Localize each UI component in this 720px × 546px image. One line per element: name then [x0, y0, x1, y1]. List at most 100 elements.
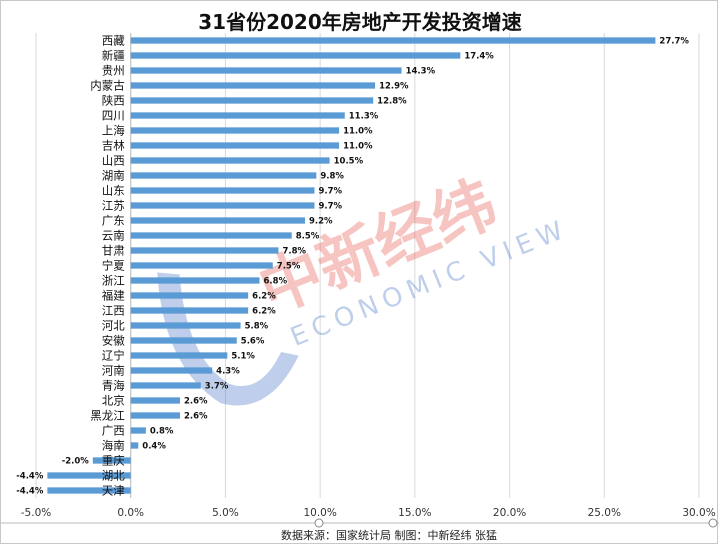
bar-value-label: 11.0% [343, 142, 373, 152]
bar-value-label: 2.6% [184, 412, 208, 422]
bar [130, 127, 340, 134]
category-label: 上海 [102, 124, 125, 138]
bar [130, 367, 213, 374]
bar [130, 97, 374, 104]
bar-value-label: 5.6% [241, 337, 265, 347]
bar [130, 52, 461, 59]
bar [130, 217, 305, 224]
resize-handle-right[interactable] [708, 518, 718, 528]
category-label: 安徽 [102, 334, 125, 348]
bar-value-label: 0.4% [142, 442, 166, 452]
category-label: 浙江 [102, 274, 125, 288]
category-label: 广东 [102, 214, 125, 228]
bar [130, 352, 228, 359]
category-label: 辽宁 [102, 349, 125, 363]
category-label: 北京 [102, 394, 125, 408]
bar-value-label: 7.5% [277, 262, 301, 272]
x-tick-label: 5.0% [212, 507, 239, 519]
category-label: 吉林 [102, 139, 125, 153]
bar-value-label: -2.0% [62, 457, 90, 467]
x-tick-label: 30.0% [682, 507, 715, 519]
category-label: 广西 [102, 424, 125, 438]
category-label: 河南 [102, 364, 125, 378]
category-label: 新疆 [102, 49, 125, 63]
bar [130, 67, 402, 74]
bar-value-label: 9.7% [318, 202, 342, 212]
bar-value-label: 10.5% [334, 157, 364, 167]
category-label: 青海 [102, 379, 125, 393]
bar [47, 472, 131, 479]
category-label: 湖南 [102, 169, 125, 183]
category-label: 河北 [102, 319, 125, 333]
category-label: 宁夏 [102, 259, 125, 273]
bar-value-label: 11.3% [349, 112, 379, 122]
bar-value-label: 0.8% [150, 427, 174, 437]
category-label: 山东 [102, 184, 125, 198]
bar-value-label: 9.2% [309, 217, 333, 227]
category-label: 天津 [102, 484, 125, 498]
bar-value-label: 2.6% [184, 397, 208, 407]
bar [47, 487, 131, 494]
bar [130, 112, 345, 119]
bar-value-label: 27.7% [659, 37, 689, 47]
category-label: 四川 [102, 109, 125, 123]
source-note: 数据来源：国家统计局 制图：中新经纬 张猛 [281, 528, 497, 542]
x-tick-label: 10.0% [303, 507, 336, 519]
bar-value-label: 6.8% [264, 277, 288, 287]
category-label: 山西 [102, 154, 125, 168]
bar-value-label: 5.8% [245, 322, 269, 332]
category-label: 江苏 [102, 199, 125, 213]
category-label: 海南 [102, 439, 125, 453]
x-tick-label: 20.0% [493, 507, 526, 519]
bar [130, 292, 249, 299]
watermark: 中新经纬 ECONOMIC VIEW [157, 166, 573, 406]
bar-value-label: 17.4% [464, 52, 494, 62]
bar-value-label: -4.4% [16, 472, 44, 482]
value-labels: 27.7% 17.4% 14.3% 12.9% 12.8% 11.3% 11.0% 11.0%… [16, 37, 689, 497]
category-label: 陕西 [102, 94, 125, 108]
category-label: 西藏 [102, 34, 125, 48]
bar [130, 397, 180, 404]
x-tick-label: 15.0% [398, 507, 431, 519]
chart-title: 31省份2020年房地产开发投资增速 [198, 10, 522, 34]
category-label: 贵州 [102, 64, 125, 78]
bar [130, 142, 340, 149]
bar [130, 382, 201, 389]
bar [130, 157, 330, 164]
x-tick-label: 25.0% [588, 507, 621, 519]
bar-value-label: 6.2% [252, 292, 276, 302]
bar-value-label: 11.0% [343, 127, 373, 137]
x-axis-ticks: -5.0% 0.0% 5.0% 10.0% 15.0% 20.0% 25.0% 30.0% [21, 507, 716, 519]
bar [130, 427, 146, 434]
bar [130, 82, 376, 89]
bar [92, 457, 131, 464]
bar-value-label: -4.4% [16, 487, 44, 497]
x-tick-label: -5.0% [21, 507, 51, 519]
bar-value-label: 8.5% [296, 232, 320, 242]
bar [130, 187, 315, 194]
bar [130, 172, 317, 179]
bar [130, 337, 237, 344]
bar [130, 277, 260, 284]
bar-value-label: 9.8% [320, 172, 344, 182]
bar-value-label: 4.3% [216, 367, 240, 377]
bar [130, 322, 241, 329]
bar [130, 232, 292, 239]
bar [130, 202, 315, 209]
bars [47, 37, 656, 494]
bar-value-label: 14.3% [406, 67, 436, 77]
category-label: 甘肃 [102, 244, 125, 258]
resize-handle-left[interactable] [314, 518, 324, 528]
bar [130, 412, 180, 419]
category-label: 福建 [102, 289, 125, 303]
category-label: 黑龙江 [90, 409, 125, 423]
bar-value-label: 12.8% [377, 97, 407, 107]
bar-value-label: 3.7% [205, 382, 229, 392]
bar-value-label: 7.8% [282, 247, 306, 257]
bar [130, 262, 273, 269]
bar [130, 307, 249, 314]
bar [130, 247, 279, 254]
x-tick-label: 0.0% [117, 507, 144, 519]
